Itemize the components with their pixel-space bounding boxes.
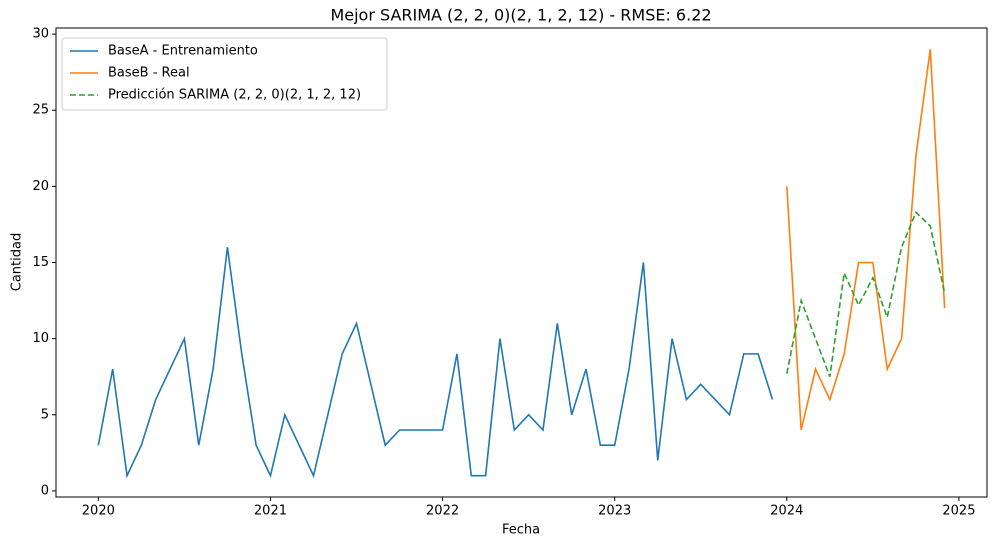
legend-label: BaseB - Real (108, 66, 190, 81)
x-tick-label: 2022 (426, 504, 459, 519)
y-tick-label: 20 (32, 179, 49, 194)
x-axis-label: Fecha (502, 523, 540, 538)
x-tick-label: 2025 (942, 504, 975, 519)
x-tick-label: 2023 (598, 504, 631, 519)
y-tick-label: 5 (41, 407, 49, 422)
x-tick-label: 2020 (82, 504, 115, 519)
chart-title: Mejor SARIMA (2, 2, 0)(2, 1, 2, 12) - RM… (330, 6, 711, 25)
y-tick-label: 25 (32, 103, 49, 118)
y-tick-label: 15 (32, 255, 49, 270)
series-line (786, 49, 946, 431)
legend-label: Predicción SARIMA (2, 2, 0)(2, 1, 2, 12) (108, 88, 361, 103)
y-tick-label: 30 (32, 27, 49, 42)
legend-label: BaseA - Entrenamiento (108, 44, 258, 59)
y-tick-label: 10 (32, 331, 49, 346)
series-line (786, 210, 946, 377)
legend-box (61, 37, 388, 111)
y-tick-label: 0 (41, 483, 49, 498)
y-axis-label: Cantidad (10, 233, 25, 291)
series-line (97, 247, 774, 479)
x-tick-label: 2021 (254, 504, 287, 519)
x-tick-label: 2024 (770, 504, 803, 519)
